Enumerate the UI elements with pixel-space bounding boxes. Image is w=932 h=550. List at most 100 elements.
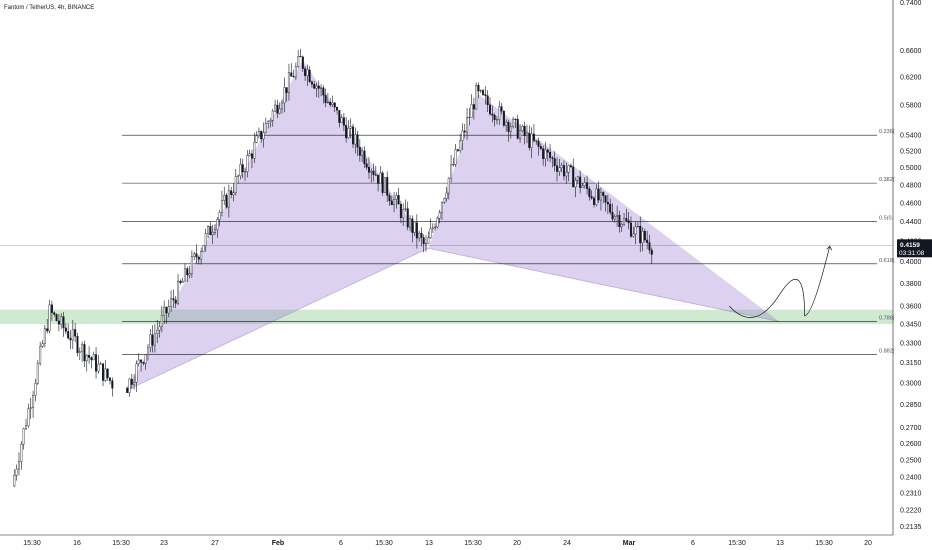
candle-body (388, 195, 391, 202)
candle-body (151, 334, 154, 346)
fib-label-5: 0.882( (879, 348, 895, 354)
candle-body (489, 104, 492, 115)
current-price-value: 0.4159 (900, 242, 920, 249)
candle-body (493, 115, 496, 120)
candle-body (276, 104, 279, 114)
current-price-countdown: 03:31:08 (899, 250, 925, 257)
candle-body (36, 362, 39, 384)
fib-label-2: 0.5(0. (879, 216, 894, 222)
y-tick-label-13: 0.3600 (900, 304, 922, 311)
y-tick-label-0: 0.7400 (900, 0, 922, 7)
harmonic-leg-xb (127, 247, 429, 391)
candle-body (111, 380, 114, 389)
y-tick-label-20: 0.2600 (900, 441, 922, 448)
x-tick-label-17: 20 (864, 540, 872, 547)
candle-body (590, 196, 593, 199)
candle-body (429, 228, 432, 238)
candle-body (188, 273, 191, 276)
x-tick-label-2: 15:30 (112, 540, 130, 547)
candle-body (20, 443, 23, 462)
candle-body (427, 237, 430, 244)
candle-body (218, 212, 221, 220)
candle-body (69, 337, 72, 341)
candle-body (331, 102, 334, 106)
candle-body (512, 118, 515, 128)
candle-body (320, 87, 323, 89)
candle-body (85, 355, 88, 362)
candle-body (264, 123, 267, 133)
candle-body (634, 226, 637, 235)
candle-body (500, 106, 503, 112)
candle-body (163, 306, 166, 316)
candle-body (604, 195, 607, 203)
candle-body (539, 146, 542, 149)
candle-body (246, 155, 249, 172)
candle-body (397, 195, 400, 205)
candle-body (422, 237, 425, 244)
y-tick-label-22: 0.2400 (900, 475, 922, 482)
candle-body (546, 149, 549, 153)
current-price-tag (897, 239, 932, 258)
candle-body (530, 133, 533, 148)
candle-body (146, 347, 149, 355)
harmonic-leg-bd (428, 247, 780, 323)
candle-body (627, 220, 630, 224)
candle-body (306, 69, 309, 76)
candle-body (220, 200, 223, 213)
candle-body (95, 354, 98, 372)
candle-body (505, 121, 508, 126)
candle-body (336, 107, 339, 111)
candle-body (142, 362, 145, 364)
candle-body (313, 84, 316, 89)
candle-body (456, 149, 459, 151)
x-tick-label-12: Mar (623, 540, 636, 547)
candle-body (609, 203, 612, 213)
candle-body (32, 395, 35, 408)
candle-body (602, 192, 605, 196)
candle-body (50, 304, 53, 313)
candle-body (153, 333, 156, 346)
candle-body (560, 165, 563, 168)
candle-body (140, 359, 143, 363)
candle-body (486, 95, 489, 106)
y-tick-label-3: 0.5800 (900, 103, 922, 110)
x-tick-label-14: 15:30 (728, 540, 746, 547)
y-tick-label-11: 0.4000 (900, 259, 922, 266)
candle-body (149, 334, 152, 349)
candle-body (257, 130, 260, 137)
candle-body (317, 85, 320, 89)
x-tick-label-5: Feb (272, 540, 284, 547)
candle-body (160, 315, 163, 327)
candle-body (363, 150, 366, 165)
x-tick-label-15: 13 (776, 540, 784, 547)
candle-body (340, 117, 343, 123)
candle-body (104, 368, 107, 381)
x-tick-label-0: 15:30 (23, 540, 41, 547)
candle-body (57, 320, 60, 325)
candle-body (294, 66, 297, 78)
candle-body (211, 232, 214, 236)
candle-body (542, 148, 545, 159)
fib-label-4: 0.786( (879, 316, 895, 322)
candle-body (223, 194, 226, 201)
candle-body (377, 174, 380, 184)
candle-body (648, 242, 651, 251)
candle-body (470, 104, 473, 118)
candle-body (137, 359, 140, 365)
candle-body (90, 357, 93, 361)
candle-body (83, 344, 86, 362)
candle-body (78, 351, 81, 353)
candle-body (255, 135, 258, 143)
candle-body (525, 132, 528, 137)
candle-body (613, 216, 616, 220)
candle-body (646, 239, 649, 243)
candle-body (386, 177, 389, 196)
candle-body (532, 133, 535, 141)
candle-body (165, 306, 168, 314)
candle-body (569, 165, 572, 168)
candle-body (39, 346, 42, 364)
y-tick-label-18: 0.2850 (900, 402, 922, 409)
